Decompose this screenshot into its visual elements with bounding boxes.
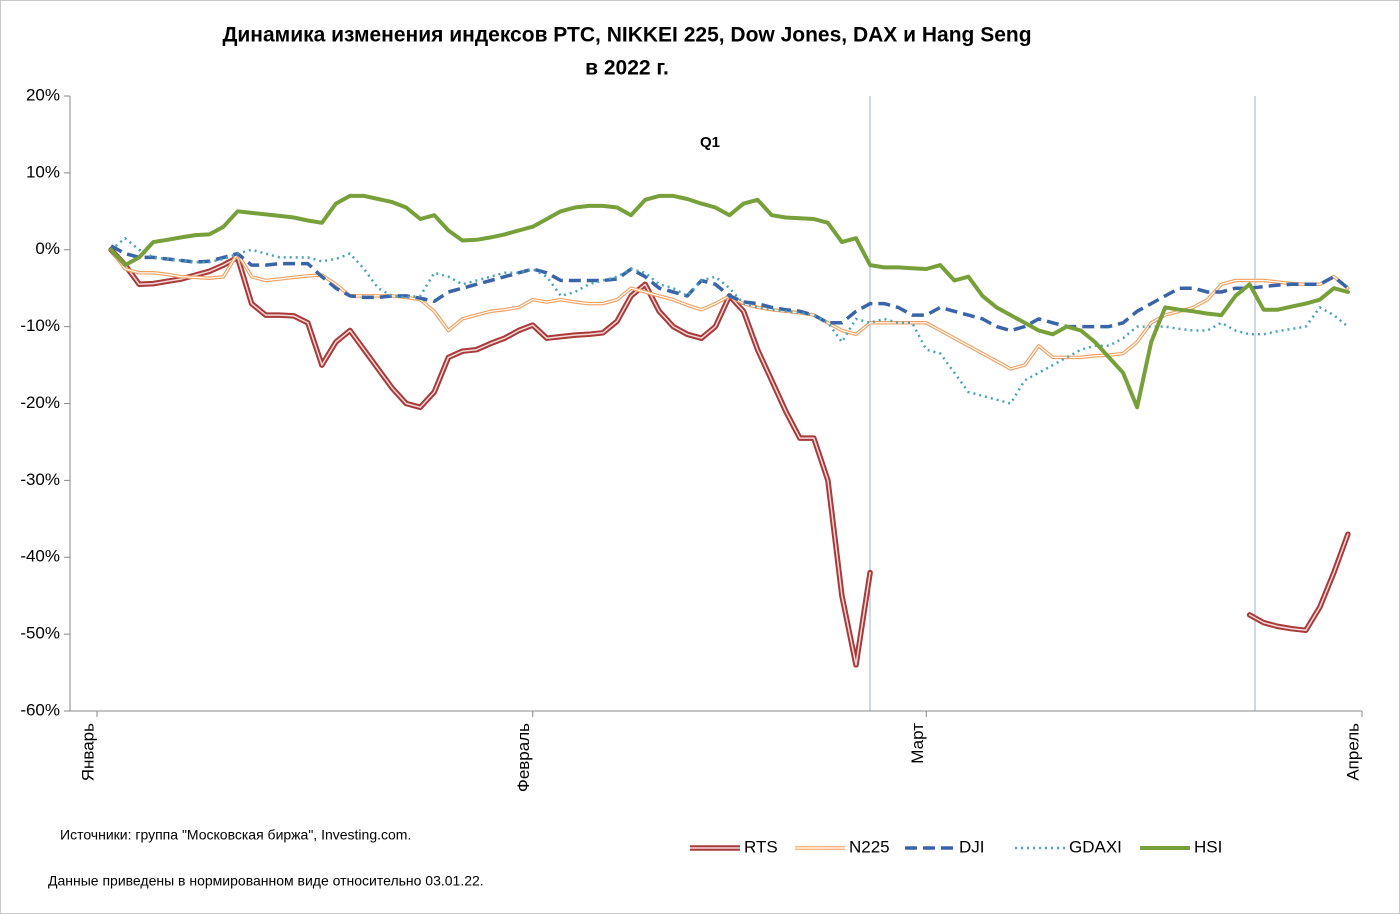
legend-label: DJI (959, 837, 985, 856)
y-tick-label: 0% (35, 239, 60, 258)
x-tick-label: Февраль (514, 723, 533, 792)
series-line (110, 244, 1350, 333)
y-tick-label: -50% (20, 624, 60, 643)
series-line (109, 193, 1350, 410)
y-tick-label: -60% (20, 700, 60, 719)
source-note: Источники: группа "Московская биржа", In… (60, 827, 411, 843)
y-tick-label: 20% (26, 85, 60, 104)
x-tick-label: Январь (78, 723, 97, 781)
annotation: Q1 (700, 134, 720, 151)
legend-label: GDAXI (1069, 837, 1122, 856)
y-tick-label: -20% (20, 393, 60, 412)
legend-label: N225 (849, 837, 890, 856)
legend-label: RTS (744, 837, 778, 856)
legend-label: HSI (1194, 837, 1222, 856)
data-note: Данные приведены в нормированном виде от… (48, 873, 484, 889)
y-tick-label: 10% (26, 162, 60, 181)
x-tick-label: Март (908, 723, 927, 764)
y-tick-label: -40% (20, 547, 60, 566)
line-highlight (110, 249, 1349, 666)
y-tick-label: -10% (20, 316, 60, 335)
chart-title: Динамика изменения индексов РТС, NIKKEI … (222, 24, 1031, 47)
x-tick-label: Апрель (1343, 723, 1362, 781)
chart-subtitle: в 2022 г. (585, 57, 669, 80)
y-tick-label: -30% (20, 470, 60, 489)
